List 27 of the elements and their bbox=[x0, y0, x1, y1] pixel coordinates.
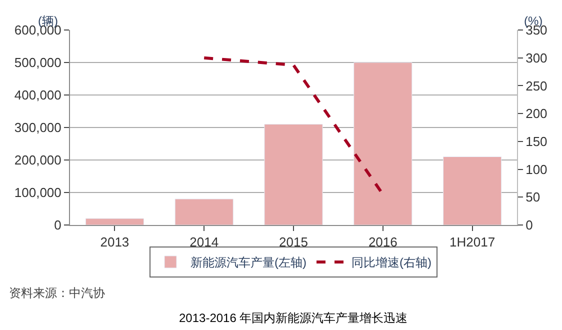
bar bbox=[174, 198, 234, 225]
y2-tick-label: 250 bbox=[526, 78, 548, 94]
bar bbox=[85, 218, 144, 225]
y2-tick-label: 100 bbox=[526, 162, 548, 177]
y-tick-label: 200,000 bbox=[14, 152, 62, 168]
y-tick-label: 0 bbox=[54, 218, 62, 233]
y2-tick-label: 200 bbox=[526, 106, 548, 122]
text: 资料来源：中汽协 bbox=[9, 286, 105, 300]
x-tick-label: 2013 bbox=[100, 234, 130, 250]
y2-tick-label: 300 bbox=[526, 50, 548, 66]
bar bbox=[443, 156, 502, 225]
y-tick-label: 500,000 bbox=[14, 55, 62, 70]
text: 2013-2016 年国内新能源汽车产量增长迅速 bbox=[179, 311, 408, 325]
x-tick-label: 2015 bbox=[279, 234, 308, 250]
bar bbox=[264, 124, 323, 225]
y-tick-label: 100,000 bbox=[14, 185, 62, 200]
legend-label: 同比增速(右轴) bbox=[352, 256, 432, 270]
x-tick-label: 2016 bbox=[368, 234, 398, 250]
x-tick-label: 1H2017 bbox=[450, 234, 496, 250]
x-tick-label: 2014 bbox=[190, 234, 219, 250]
legend-label: 新能源汽车产量(左轴) bbox=[190, 256, 306, 270]
y-tick-label: 300,000 bbox=[14, 120, 62, 136]
bar bbox=[354, 62, 412, 225]
y2-tick-label: 150 bbox=[526, 134, 548, 149]
y2-tick-label: 50 bbox=[526, 190, 540, 205]
y-tick-label: 400,000 bbox=[14, 88, 62, 103]
y2-tick-label: 0 bbox=[526, 218, 533, 233]
